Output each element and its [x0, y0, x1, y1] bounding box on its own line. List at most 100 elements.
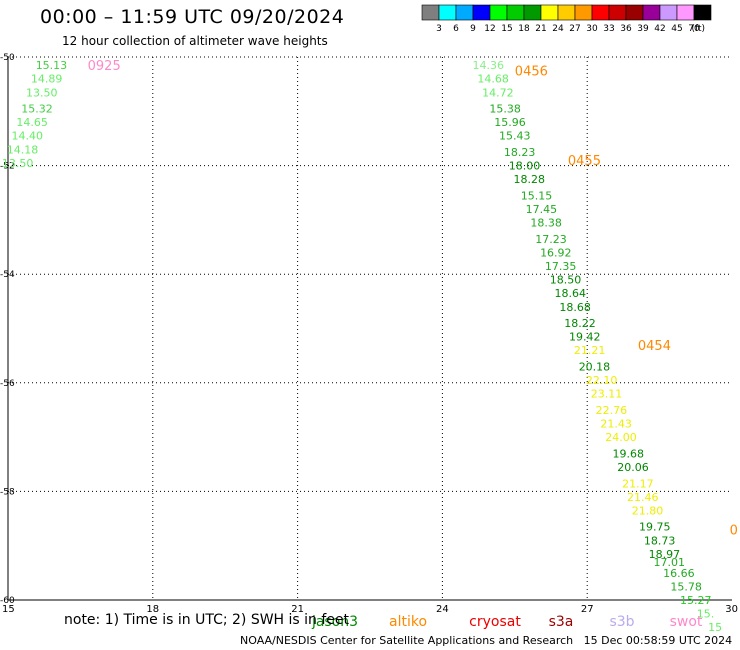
colorbar-swatch	[557, 4, 576, 21]
x-tick-label: 21	[291, 604, 304, 615]
pass-time-labels: 0925 0456 0455 0454 0	[88, 59, 738, 538]
swh-value-label: 18.00	[509, 160, 541, 173]
colorbar-level-label: 36	[620, 24, 632, 34]
credit-line: NOAA/NESDIS Center for Satellite Applica…	[240, 634, 732, 647]
swh-value-label: 21.46	[627, 491, 659, 504]
colorbar-swatch	[506, 4, 525, 21]
y-tick-label: -58	[0, 487, 15, 497]
satellite-legend-entry: s3a	[549, 614, 574, 630]
colorbar-swatch	[659, 4, 678, 21]
swh-value-label: 15.96	[494, 116, 526, 129]
swh-value-label: 18.64	[555, 287, 587, 300]
y-tick-label: -50	[0, 53, 15, 63]
swh-value-label: 14.36	[473, 59, 505, 72]
x-tick-label: 30	[725, 604, 738, 615]
chart-subtitle: 12 hour collection of altimeter wave hei…	[62, 34, 328, 48]
swh-value-label: 14.18	[7, 143, 39, 156]
swh-value-label: 17.01	[654, 556, 686, 569]
swh-value-label: 21.21	[574, 344, 606, 357]
swh-value-label: 15.38	[489, 103, 521, 116]
swh-value-label: 19.42	[569, 331, 601, 344]
swh-value-label: 13.50	[26, 86, 58, 99]
colorbar-level-label: 21	[535, 24, 546, 34]
swh-value-label: 21.43	[600, 418, 632, 431]
swh-value-label: 18.23	[504, 146, 536, 159]
footer-note: note: 1) Time is in UTC; 2) SWH is in fe…	[64, 612, 350, 628]
color-scale-legend: 3 6 9 12 15 18 21 24 27 30 33 36 39 42 45 70(ft)	[421, 4, 712, 34]
grid-lines	[8, 56, 732, 601]
swh-value-label: 19.75	[639, 521, 671, 534]
swh-value-label: 14.89	[31, 73, 63, 86]
swh-value-label: 15	[708, 621, 722, 634]
colorbar-swatch	[489, 4, 508, 21]
colorbar-swatch	[455, 4, 474, 21]
x-tick-label: 15	[2, 604, 15, 615]
colorbar-level-label: 12	[484, 24, 495, 34]
x-tick-label: 18	[146, 604, 159, 615]
swh-value-label: 18.73	[644, 534, 676, 547]
colorbar-swatch	[591, 4, 610, 21]
swh-value-label: 19.68	[612, 447, 644, 460]
x-tick-label: 27	[581, 604, 594, 615]
colorbar-level-label: 30	[586, 24, 598, 34]
colorbar-level-label: 39	[637, 24, 649, 34]
colorbar-swatch	[472, 4, 491, 21]
y-tick-label: -56	[0, 379, 15, 389]
chart-title: 00:00 – 11:59 UTC 09/20/2024	[40, 6, 345, 28]
swh-value-label: 14.68	[477, 73, 509, 86]
swh-value-label: 15.13	[36, 59, 68, 72]
colorbar-level-label: 70	[688, 24, 700, 34]
colorbar-level-label: 24	[552, 24, 564, 34]
swh-value-label: 16.66	[663, 567, 695, 580]
colorbar-swatch	[676, 4, 695, 21]
pass-time-label: 0455	[568, 154, 601, 169]
satellite-legend-entry: s3b	[609, 614, 634, 630]
swh-value-label: 15.78	[670, 580, 702, 593]
swh-value-label: 22.10	[586, 374, 618, 387]
swh-value-label: 18.38	[530, 217, 562, 230]
swh-value-label: 24.00	[605, 431, 637, 444]
colorbar-swatch	[421, 4, 440, 21]
colorbar-level-label: 6	[453, 24, 459, 34]
plot-frame	[7, 57, 732, 601]
swh-value-label: 18.50	[550, 274, 582, 287]
swh-value-label: 18.22	[564, 317, 596, 330]
swh-value-label: 15.43	[499, 130, 531, 143]
swh-value-label: 20.18	[579, 361, 611, 374]
colorbar-swatch	[642, 4, 661, 21]
pass-time-label: 0456	[515, 65, 548, 80]
swh-value-label: 15.27	[680, 594, 712, 607]
swh-value-label: 18.97	[649, 548, 681, 561]
swh-value-label: 13.50	[2, 157, 34, 170]
colorbar-level-label: 15	[501, 24, 512, 34]
swh-value-label: 14.40	[12, 130, 44, 143]
swh-value-label: 23.11	[591, 388, 623, 401]
swh-value-label: 20.06	[617, 461, 649, 474]
colorbar-swatch	[625, 4, 644, 21]
swh-value-label: 22.76	[596, 404, 628, 417]
colorbar-swatch	[574, 4, 593, 21]
swh-value-label: 17.45	[526, 203, 558, 216]
swh-value-label: 17.23	[535, 233, 567, 246]
y-tick-label: -52	[0, 162, 15, 172]
colorbar-level-label: 9	[470, 24, 476, 34]
credit-text: NOAA/NESDIS Center for Satellite Applica…	[240, 634, 574, 647]
swh-value-label: 14.72	[482, 86, 514, 99]
pass-time-label: 0	[730, 523, 738, 538]
swh-value-label: 15.32	[21, 103, 53, 116]
satellite-legend-entry: cryosat	[469, 614, 521, 630]
satellite-legend-entry: swot	[670, 614, 703, 630]
swh-value-label: 15.	[697, 608, 715, 621]
swh-value-label: 17.35	[545, 260, 577, 273]
colorbar-level-label: 33	[603, 24, 614, 34]
x-tick-label: 24	[436, 604, 449, 615]
satellite-legend-entry: altiko	[389, 614, 427, 630]
colorbar-swatch	[693, 4, 712, 21]
swh-value-label: 21.17	[622, 477, 654, 490]
swh-value-label: 15.15	[521, 189, 553, 202]
colorbar-swatch	[438, 4, 457, 21]
pass-time-label: 0925	[88, 59, 121, 74]
swh-value-label: 14.65	[16, 116, 48, 129]
y-tick-label: -60	[0, 596, 15, 606]
